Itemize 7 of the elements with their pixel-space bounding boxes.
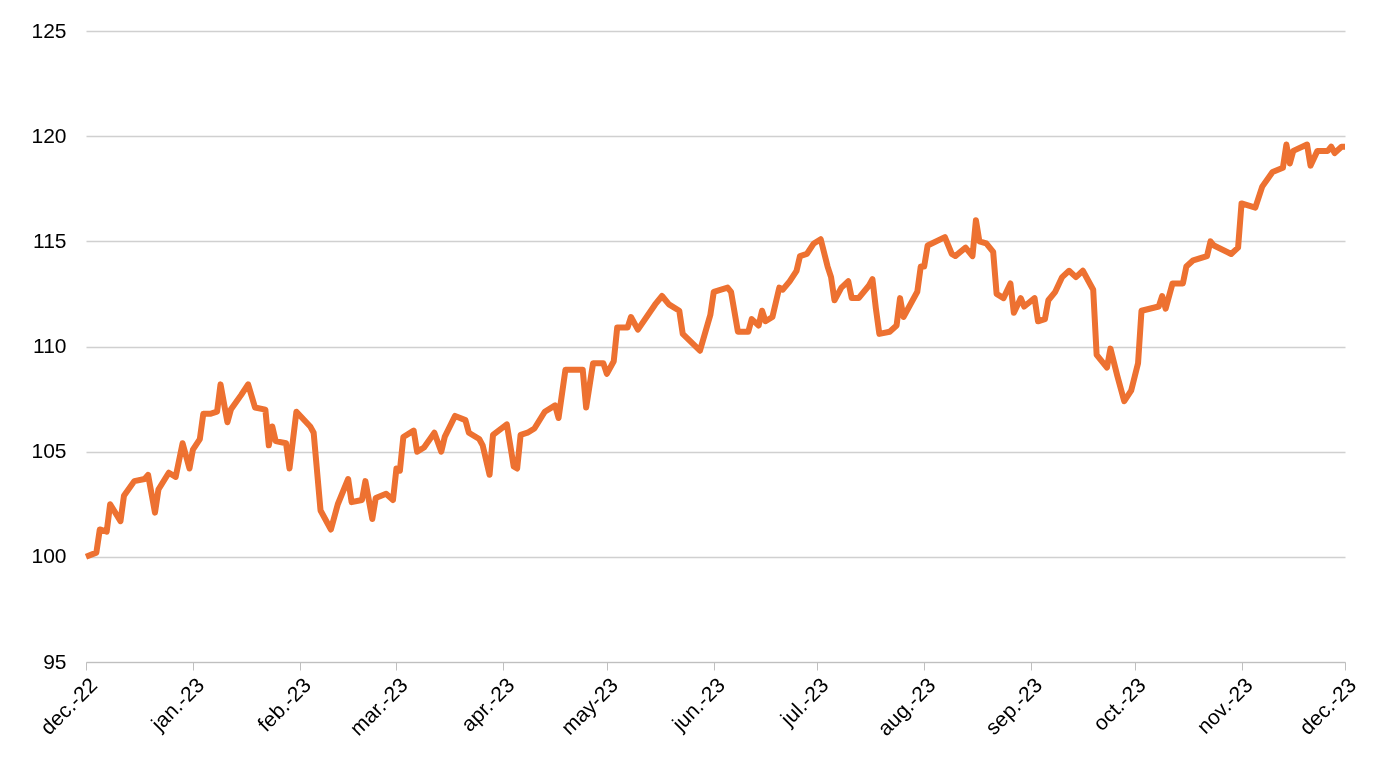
- y-tick-label: 115: [33, 228, 67, 252]
- y-tick-label: 110: [33, 334, 67, 357]
- y-tick-label: 95: [43, 649, 67, 673]
- y-tick-label: 105: [31, 439, 67, 463]
- y-tick-label: 100: [31, 544, 67, 568]
- y-tick-label: 120: [31, 123, 67, 147]
- y-tick-label: 125: [31, 18, 67, 42]
